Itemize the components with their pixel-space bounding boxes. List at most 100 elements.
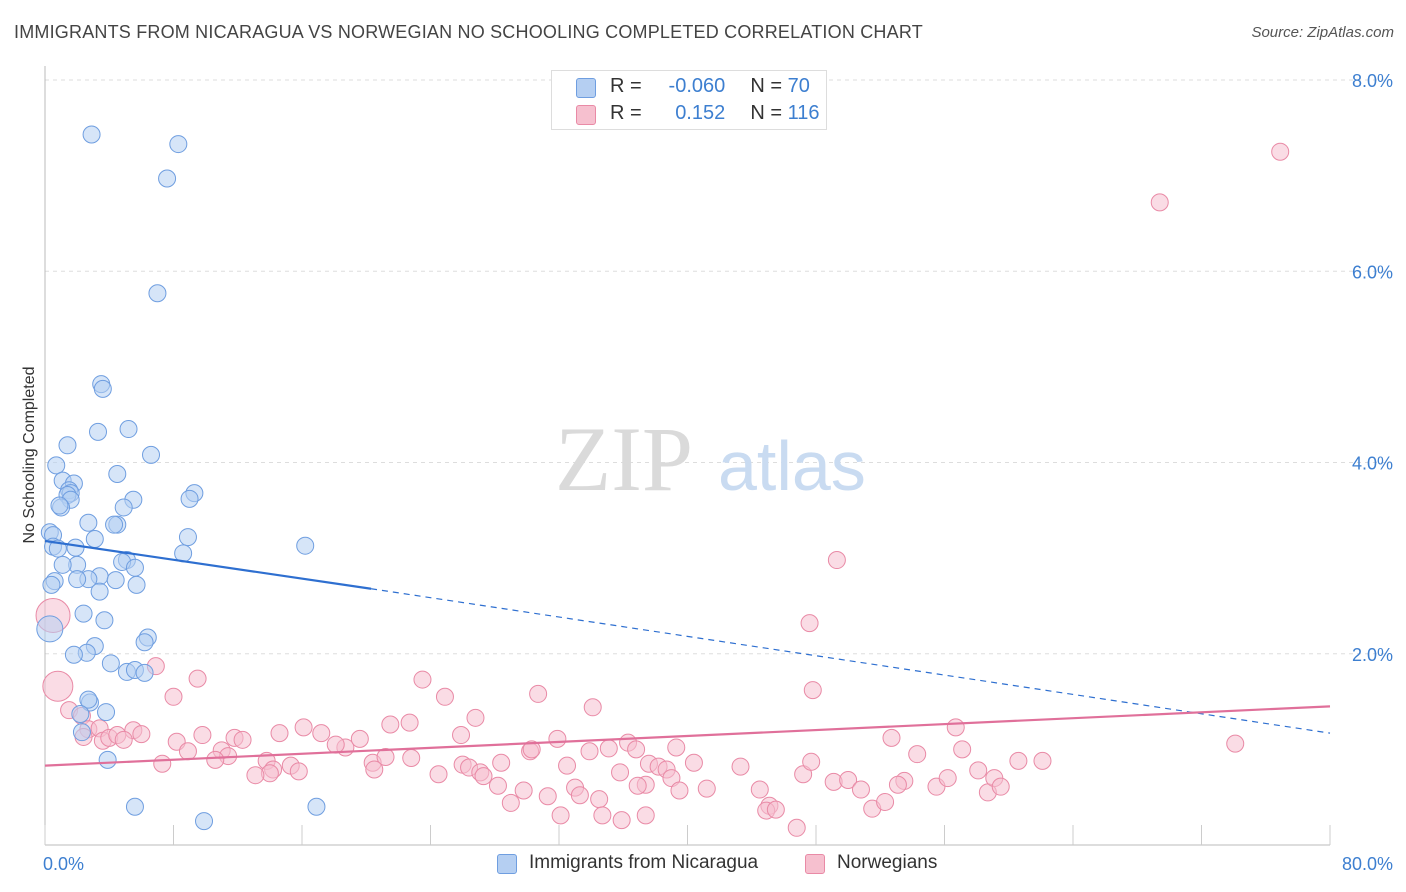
norwegians-trend: [44, 705, 1331, 767]
nicaragua-point: [50, 496, 69, 515]
nicaragua-point: [89, 422, 108, 441]
legend-r-label: R =: [610, 102, 642, 124]
nicaragua-point: [119, 420, 138, 439]
nicaragua-point: [307, 797, 326, 816]
y-tick-label: 4.0%: [1352, 454, 1393, 474]
nicaragua-point: [127, 575, 146, 594]
norwegians-point: [938, 769, 957, 788]
norwegians-point: [474, 767, 493, 786]
norwegians-point: [312, 724, 331, 743]
norwegians-point: [188, 669, 207, 688]
norwegians-point: [246, 766, 265, 785]
gridlines: [45, 79, 1390, 655]
nicaragua-point: [72, 723, 91, 742]
norwegians-point: [164, 687, 183, 706]
legend-n-value: 116: [787, 102, 820, 124]
nicaragua-point: [125, 558, 144, 577]
legend-r-value: -0.060: [668, 75, 726, 97]
y-tick-label: 2.0%: [1352, 645, 1393, 665]
axes: [44, 66, 1331, 846]
nicaragua-trend-dashed: [370, 588, 1331, 734]
norwegians-point: [178, 742, 197, 761]
bottom-legend-swatch-pink: [805, 854, 825, 874]
norwegians-point: [365, 760, 384, 779]
chart-title: IMMIGRANTS FROM NICARAGUA VS NORWEGIAN N…: [14, 22, 923, 42]
norwegians-point: [270, 724, 289, 743]
norwegians-point: [435, 687, 454, 706]
norwegians-point: [289, 762, 308, 781]
nicaragua-trend-solid: [44, 539, 372, 590]
legend-r-label: R =: [610, 75, 642, 97]
norwegians-point: [42, 670, 74, 702]
norwegians-point: [501, 793, 520, 812]
nicaragua-point: [296, 536, 315, 555]
nicaragua-point: [93, 379, 112, 398]
stats-legend: R = -0.060 N = 70 R = 0.152 N = 116: [551, 70, 827, 130]
norwegians-point: [636, 806, 655, 825]
norwegians-point: [466, 708, 485, 727]
norwegians-point: [583, 698, 602, 717]
watermark-zip: ZIP: [555, 408, 693, 510]
norwegians-point: [193, 726, 212, 745]
norwegians-point: [800, 614, 819, 633]
norwegians-point: [908, 745, 927, 764]
legend-n-label: N =: [750, 75, 783, 97]
nicaragua-point: [58, 436, 77, 455]
norwegians-point: [670, 781, 689, 800]
trend-lines: [44, 539, 1331, 767]
norwegians-point: [612, 811, 631, 830]
norwegians-point: [876, 792, 895, 811]
x-tick-label: 80.0%: [1342, 854, 1393, 874]
nicaragua-point: [85, 530, 104, 548]
norwegians-point: [413, 670, 432, 689]
norwegians-point: [376, 748, 395, 767]
watermark: ZIP atlas: [555, 408, 866, 510]
x-tick-label: 0.0%: [43, 854, 84, 874]
nicaragua-point: [142, 445, 161, 464]
nicaragua-point: [47, 456, 66, 475]
norwegians-point: [827, 551, 846, 570]
nicaragua-point: [97, 703, 116, 722]
nicaragua-point: [42, 575, 61, 594]
norwegians-point: [580, 742, 599, 761]
norwegians-point: [684, 753, 703, 772]
bottom-legend-label: Immigrants from Nicaragua: [529, 852, 759, 873]
nicaragua-point: [148, 284, 167, 303]
norwegians-point: [492, 753, 511, 772]
norwegians-point: [551, 806, 570, 825]
legend-text-norwegians: R = 0.152 N = 116: [610, 102, 820, 125]
legend-text-nicaragua: R = -0.060 N = 70: [610, 75, 810, 98]
norwegians-point: [452, 726, 471, 745]
nicaragua-point: [158, 169, 177, 188]
norwegians-point: [206, 750, 225, 769]
nicaragua-point: [71, 704, 90, 723]
nicaragua-point: [108, 464, 127, 483]
norwegians-point: [233, 730, 252, 749]
norwegians-point: [628, 776, 647, 795]
bottom-legend-label: Norwegians: [837, 852, 938, 873]
nicaragua-point: [36, 615, 64, 643]
norwegians-point: [488, 776, 507, 795]
nicaragua-point: [79, 513, 98, 532]
norwegians-point: [888, 775, 907, 794]
norwegians-point: [529, 684, 548, 703]
legend-n-value: 70: [787, 75, 810, 97]
nicaragua-point: [169, 135, 188, 154]
tick-labels: 2.0% 4.0% 6.0% 8.0% 0.0% 80.0%: [43, 71, 1393, 874]
legend-r-value: 0.152: [675, 102, 726, 124]
nicaragua-point: [90, 582, 109, 601]
norwegians-point: [882, 728, 901, 747]
legend-n-label: N =: [750, 102, 783, 124]
norwegians-point: [570, 786, 589, 805]
norwegians-point: [611, 763, 630, 782]
norwegians-point: [153, 754, 172, 773]
nicaragua-point: [135, 663, 154, 682]
norwegians-point: [599, 739, 618, 758]
nicaragua-point: [195, 812, 214, 831]
norwegians-point: [766, 800, 785, 819]
norwegians-point: [1271, 142, 1290, 161]
norwegians-point: [402, 748, 421, 767]
y-tick-label: 8.0%: [1352, 71, 1393, 91]
norwegians-point: [969, 761, 988, 780]
